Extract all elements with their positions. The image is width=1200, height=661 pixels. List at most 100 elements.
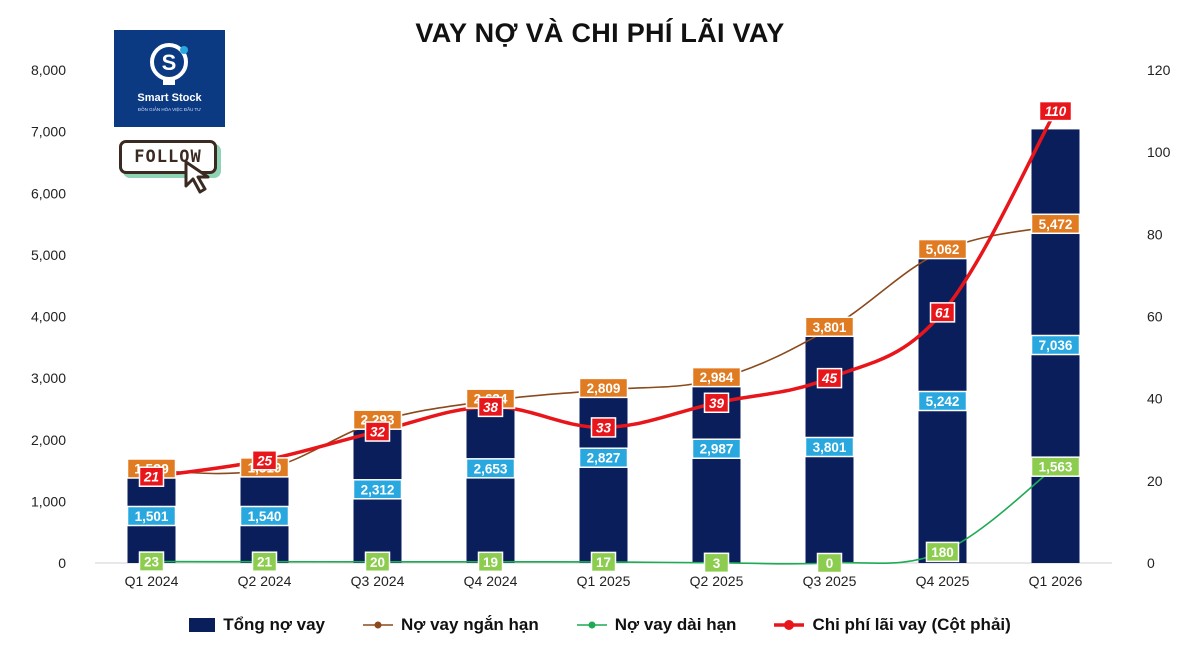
x-tick-label: Q2 2025 bbox=[690, 573, 744, 589]
svg-text:0: 0 bbox=[826, 556, 834, 571]
chi-phi-lai-vay-data-label: 21 bbox=[138, 466, 165, 487]
svg-text:1,563: 1,563 bbox=[1039, 460, 1073, 475]
y-left-tick-label: 1,000 bbox=[31, 493, 66, 509]
no-vay-ngan-han-data-label: 5,472 bbox=[1030, 213, 1081, 235]
y-right-tick-label: 60 bbox=[1147, 309, 1163, 325]
smart-stock-logo[interactable]: S Smart Stock ĐỒN GIẢN HÓA VIỆC ĐẦU TƯ bbox=[114, 30, 225, 127]
legend-item: Chi phí lãi vay (Cột phải) bbox=[774, 615, 1011, 635]
y-right-tick-label: 120 bbox=[1147, 62, 1171, 78]
no-vay-dai-han-data-label: 23 bbox=[138, 551, 165, 572]
legend-swatch-line-icon bbox=[774, 620, 805, 630]
svg-text:23: 23 bbox=[144, 555, 160, 570]
svg-text:2,827: 2,827 bbox=[587, 451, 621, 466]
no-vay-dai-han-data-label: 19 bbox=[477, 551, 504, 573]
svg-text:17: 17 bbox=[596, 555, 611, 570]
legend-label: Nợ vay dài hạn bbox=[614, 615, 737, 634]
cursor-arrow-icon bbox=[184, 160, 210, 194]
svg-text:32: 32 bbox=[370, 425, 386, 440]
svg-text:180: 180 bbox=[931, 545, 954, 560]
legend-item: Tổng nợ vay bbox=[189, 615, 325, 635]
no-vay-dai-han-data-label: 180 bbox=[925, 541, 960, 563]
svg-text:2,653: 2,653 bbox=[474, 461, 508, 476]
svg-text:33: 33 bbox=[596, 420, 612, 435]
x-tick-label: Q3 2025 bbox=[803, 573, 857, 589]
legend-swatch-line-icon bbox=[576, 621, 607, 629]
y-left-tick-label: 8,000 bbox=[31, 62, 66, 78]
chi-phi-lai-vay-data-label: 39 bbox=[703, 392, 730, 414]
chi-phi-lai-vay-data-label: 25 bbox=[251, 450, 278, 471]
svg-text:3,801: 3,801 bbox=[813, 320, 847, 335]
svg-text:2,987: 2,987 bbox=[700, 442, 734, 457]
y-right-tick-label: 40 bbox=[1147, 391, 1163, 407]
svg-text:3: 3 bbox=[713, 556, 721, 571]
y-left-tick-label: 3,000 bbox=[31, 370, 66, 386]
svg-text:5,472: 5,472 bbox=[1039, 217, 1073, 232]
no-vay-dai-han-data-label: 0 bbox=[816, 552, 843, 574]
tong-no-vay-data-label: 2,827 bbox=[578, 447, 629, 468]
no-vay-ngan-han-data-label: 3,801 bbox=[804, 316, 855, 338]
svg-text:61: 61 bbox=[935, 305, 950, 320]
no-vay-ngan-han-data-label: 5,062 bbox=[917, 238, 968, 260]
tong-no-vay-data-label: 1,501 bbox=[126, 505, 177, 527]
y-left-tick-label: 7,000 bbox=[31, 124, 66, 140]
svg-text:25: 25 bbox=[256, 453, 273, 468]
chi-phi-lai-vay-data-label: 45 bbox=[816, 367, 843, 389]
svg-text:S: S bbox=[162, 50, 177, 75]
tong-no-vay-data-label: 2,312 bbox=[352, 479, 403, 500]
svg-text:2,984: 2,984 bbox=[700, 370, 734, 385]
tong-no-vay-data-label: 3,801 bbox=[804, 436, 855, 458]
svg-text:19: 19 bbox=[483, 555, 498, 570]
y-left-tick-label: 6,000 bbox=[31, 185, 66, 201]
chi-phi-lai-vay-data-label: 61 bbox=[929, 302, 956, 323]
no-vay-dai-han-data-label: 17 bbox=[590, 551, 617, 573]
y-left-tick-label: 5,000 bbox=[31, 247, 66, 263]
logo-name: Smart Stock bbox=[137, 92, 202, 104]
y-left-tick-label: 4,000 bbox=[31, 309, 66, 325]
x-tick-label: Q1 2024 bbox=[125, 573, 179, 589]
svg-text:1,501: 1,501 bbox=[135, 509, 169, 524]
svg-text:110: 110 bbox=[1045, 104, 1067, 119]
no-vay-ngan-han-data-label: 2,984 bbox=[691, 366, 742, 388]
x-tick-label: Q3 2024 bbox=[351, 573, 405, 589]
tong-no-vay-data-label: 5,242 bbox=[917, 390, 968, 412]
legend-label: Tổng nợ vay bbox=[223, 615, 326, 634]
tong-no-vay-data-label: 1,540 bbox=[239, 505, 290, 527]
follow-button[interactable]: FOLLOW bbox=[119, 140, 217, 174]
legend-swatch-bar-icon bbox=[189, 618, 216, 632]
chi-phi-lai-vay-data-label: 33 bbox=[590, 417, 617, 438]
svg-text:5,062: 5,062 bbox=[926, 242, 960, 257]
x-tick-label: Q1 2026 bbox=[1029, 573, 1083, 589]
svg-text:7,036: 7,036 bbox=[1039, 338, 1073, 353]
no-vay-dai-han-data-label: 1,563 bbox=[1030, 456, 1081, 477]
svg-text:1,540: 1,540 bbox=[248, 509, 282, 524]
logo-tagline: ĐỒN GIẢN HÓA VIỆC ĐẦU TƯ bbox=[137, 107, 202, 112]
y-left-tick-label: 0 bbox=[58, 555, 66, 571]
svg-text:3,801: 3,801 bbox=[813, 440, 847, 455]
chi-phi-lai-vay-data-label: 32 bbox=[364, 421, 391, 442]
svg-text:45: 45 bbox=[821, 371, 838, 386]
bar-tong-no-vay bbox=[579, 387, 628, 563]
legend-label: Chi phí lãi vay (Cột phải) bbox=[812, 615, 1011, 634]
no-vay-dai-han-data-label: 20 bbox=[364, 551, 391, 573]
svg-text:20: 20 bbox=[370, 555, 385, 570]
svg-text:2,809: 2,809 bbox=[587, 381, 621, 396]
lightbulb-s-icon: S bbox=[150, 43, 188, 85]
x-tick-label: Q1 2025 bbox=[577, 573, 631, 589]
legend-item: Nợ vay dài hạn bbox=[576, 615, 737, 635]
svg-text:39: 39 bbox=[709, 396, 725, 411]
y-right-tick-label: 100 bbox=[1147, 144, 1171, 160]
no-vay-dai-han-data-label: 21 bbox=[251, 551, 278, 572]
x-tick-label: Q4 2024 bbox=[464, 573, 518, 589]
svg-text:21: 21 bbox=[257, 555, 273, 570]
svg-text:5,242: 5,242 bbox=[926, 394, 960, 409]
y-right-tick-label: 0 bbox=[1147, 555, 1155, 571]
legend-item: Nợ vay ngắn hạn bbox=[363, 615, 539, 635]
legend-label: Nợ vay ngắn hạn bbox=[401, 615, 539, 634]
svg-text:2,312: 2,312 bbox=[361, 482, 395, 497]
chi-phi-lai-vay-data-label: 110 bbox=[1038, 100, 1073, 122]
legend: Tổng nợ vay Nợ vay ngắn hạn Nợ vay dài hạn… bbox=[0, 612, 1200, 638]
chart-title: VAY NỢ VÀ CHI PHÍ LÃI VAY bbox=[415, 18, 785, 48]
y-right-tick-label: 80 bbox=[1147, 226, 1163, 242]
svg-text:21: 21 bbox=[143, 470, 159, 485]
